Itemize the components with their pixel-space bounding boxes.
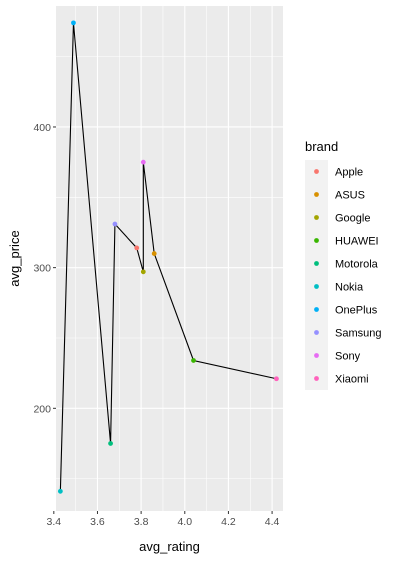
y-tick-label: 300 [33, 263, 51, 275]
x-axis: 3.4 3.6 3.8 4.0 4.2 4.4 [47, 511, 280, 528]
data-point-google [140, 269, 146, 275]
x-tick-label: 3.6 [90, 516, 105, 528]
data-point-xiaomi [274, 376, 279, 382]
minor-gridlines [56, 6, 283, 511]
legend-label: ASUS [335, 190, 365, 202]
data-point-motorola [108, 441, 113, 446]
legend-key-point [314, 169, 319, 174]
x-tick-label: 4.0 [177, 516, 192, 528]
legend-label: Samsung [335, 328, 381, 340]
data-point-asus [151, 251, 157, 256]
x-tick-label: 3.8 [134, 516, 149, 528]
legend-key-point [314, 307, 319, 312]
data-point-samsung [112, 221, 118, 227]
legend-label: OnePlus [335, 305, 378, 317]
legend-label: Apple [335, 167, 363, 179]
legend-label: Google [335, 213, 370, 225]
x-tick-label: 3.4 [47, 516, 62, 528]
legend-key-point [314, 330, 319, 335]
x-tick-label: 4.4 [265, 516, 280, 528]
x-axis-title: avg_rating [139, 539, 200, 554]
legend-key-point [314, 284, 319, 289]
data-point-apple [134, 245, 140, 251]
data-points [57, 20, 279, 494]
data-point-huawei [191, 358, 196, 363]
legend-label: Xiaomi [335, 374, 369, 386]
legend-key-point [314, 192, 319, 197]
major-gridlines [53, 6, 283, 511]
data-point-nokia [57, 488, 63, 494]
legend-key-point [314, 215, 319, 220]
y-axis: 200 300 400 [33, 122, 56, 415]
series-line [59, 22, 277, 492]
legend-key-point [314, 353, 319, 358]
legend-label: Sony [335, 351, 361, 363]
legend-key-point [314, 238, 319, 243]
y-tick-label: 200 [33, 403, 51, 415]
y-tick-label: 400 [33, 122, 51, 134]
legend-label: Nokia [335, 282, 364, 294]
panel-background [56, 6, 283, 511]
legend-label: Motorola [335, 259, 379, 271]
legend-key-point [314, 376, 319, 381]
legend-label: HUAWEI [335, 236, 379, 248]
data-point-sony [140, 159, 146, 165]
y-axis-title: avg_price [7, 230, 22, 286]
x-tick-label: 4.2 [221, 516, 236, 528]
data-point-oneplus [71, 20, 76, 26]
legend-key-point [314, 261, 319, 266]
legend: brand Apple ASUS Google HUAWEI Motorola Nokia… [305, 139, 381, 390]
legend-title: brand [305, 139, 338, 154]
